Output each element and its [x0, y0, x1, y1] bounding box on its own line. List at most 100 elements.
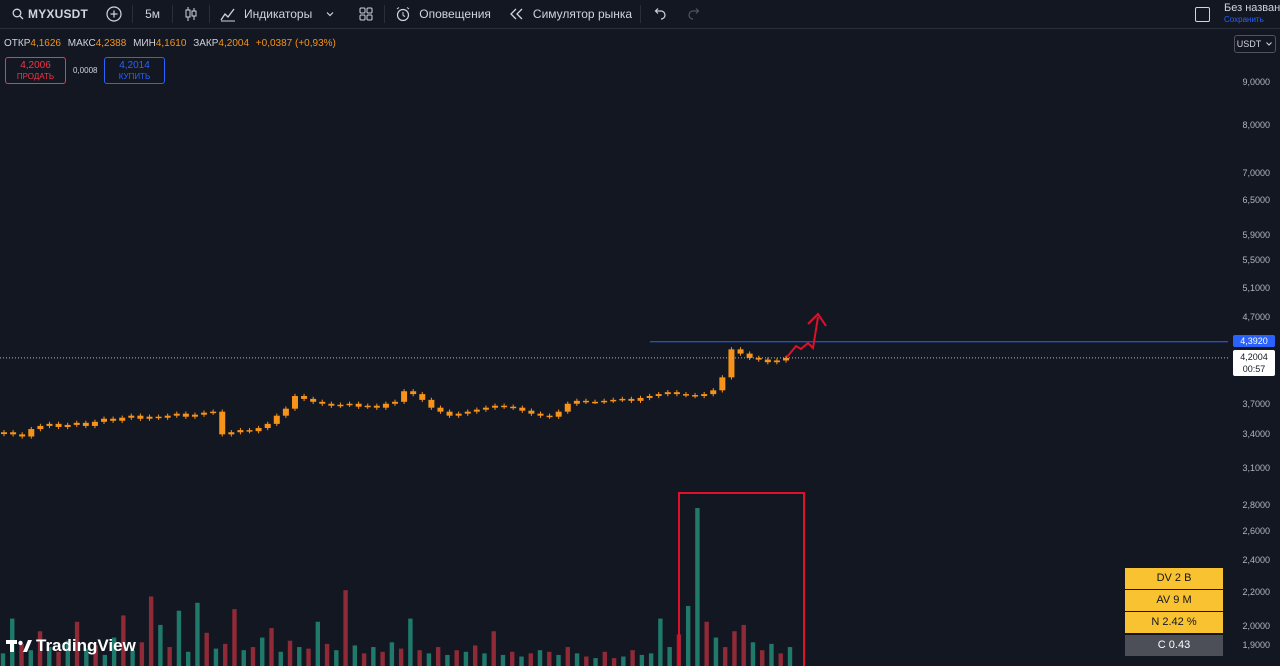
timeframe-button[interactable]: 5м — [133, 0, 172, 28]
volume-bar — [630, 650, 635, 666]
candle-body — [564, 403, 571, 412]
candle-body — [519, 407, 526, 411]
candle-body — [473, 409, 480, 412]
bar-countdown: 00:57 — [1242, 364, 1266, 374]
volume-bar — [398, 648, 404, 666]
price-axis-tick: 7,0000 — [1242, 167, 1270, 178]
volume-bar — [93, 645, 98, 666]
candle-body — [637, 397, 644, 401]
last-price-value: 4,2004 — [1240, 352, 1268, 362]
toolbar-divider — [172, 5, 174, 23]
candle-body — [264, 423, 271, 429]
candle-body — [428, 399, 435, 408]
redo-button[interactable] — [677, 0, 713, 28]
volume-bar — [454, 650, 459, 666]
volume-bar — [361, 653, 367, 666]
volume-bar — [343, 590, 348, 666]
candle-body — [37, 425, 44, 430]
price-axis-tick: 5,1000 — [1242, 282, 1270, 293]
candle-body — [773, 360, 780, 363]
replay-label: Симулятор рынка — [532, 7, 633, 21]
volume-bar — [315, 621, 320, 666]
currency-label: USDT — [1236, 39, 1262, 49]
candle-body — [155, 416, 162, 419]
low-value: 4,1610 — [155, 38, 187, 49]
candle-body — [728, 349, 735, 378]
candle-body — [291, 396, 298, 409]
price-axis-tick: 3,1000 — [1242, 462, 1270, 473]
volume-bar — [213, 648, 219, 666]
replay-button[interactable]: Симулятор рынка — [499, 0, 640, 28]
candle-body — [110, 418, 117, 421]
volume-bar — [463, 651, 469, 666]
candle-body — [301, 396, 308, 399]
candle-body — [246, 430, 253, 432]
candle-body — [319, 401, 326, 404]
price-axis-tick: 2,2000 — [1242, 586, 1270, 597]
indicators-button[interactable]: Индикаторы — [210, 0, 348, 28]
volume-bar — [787, 647, 793, 666]
sell-button[interactable]: 4,2006 ПРОДАТЬ — [5, 57, 66, 84]
symbol-name: MYXUSDT — [28, 7, 89, 21]
volume-bar — [584, 656, 589, 666]
volume-bar — [593, 658, 598, 666]
candle-body — [182, 413, 189, 417]
volume-bar — [695, 508, 700, 666]
candle-body — [573, 400, 580, 404]
compare-symbol-button[interactable] — [96, 0, 132, 28]
candle-body — [1, 432, 7, 435]
candle-body — [401, 391, 408, 402]
volume-bar — [574, 653, 580, 666]
candle-body — [355, 403, 362, 407]
volume-bar — [760, 650, 765, 666]
undo-button[interactable] — [641, 0, 677, 28]
chevron-down-icon — [320, 4, 340, 24]
volume-bar — [0, 653, 6, 666]
candle-body — [764, 359, 771, 363]
symbol-search-button[interactable]: MYXUSDT — [0, 0, 96, 28]
buy-button[interactable]: 4,2014 КУПИТЬ — [104, 57, 165, 84]
volume-bar — [769, 643, 774, 666]
alerts-button[interactable]: Оповещения — [385, 0, 499, 28]
volume-bar — [621, 656, 626, 666]
candle-body — [582, 400, 589, 403]
volume-bar — [158, 624, 163, 666]
candle-body — [682, 394, 689, 396]
chart-type-button[interactable] — [173, 0, 209, 28]
tradingview-logo[interactable]: TradingView — [6, 636, 136, 656]
volume-bar — [352, 645, 358, 666]
candle-body — [119, 417, 126, 421]
buy-label: КУПИТЬ — [118, 72, 151, 81]
price-chart[interactable] — [0, 30, 1228, 666]
candle-body — [19, 434, 26, 437]
timeframe-label: 5м — [145, 7, 161, 21]
fullscreen-icon[interactable] — [1195, 6, 1210, 22]
rewind-icon — [507, 4, 527, 24]
volume-bar — [556, 654, 561, 666]
sell-price: 4,2006 — [20, 60, 51, 71]
candle-body — [137, 415, 144, 419]
volume-bar — [732, 631, 737, 666]
volume-highlight-box — [678, 492, 805, 666]
layout-name-button[interactable]: Без назван Сохранить — [1224, 3, 1280, 25]
candle-body — [128, 415, 135, 418]
price-axis-tick: 5,9000 — [1242, 229, 1270, 240]
layouts-button[interactable] — [348, 0, 384, 28]
volume-bar — [389, 642, 395, 666]
volume-bar — [287, 640, 293, 666]
candle-body — [755, 357, 762, 360]
volume-bar — [445, 654, 450, 666]
chevron-down-icon — [1266, 42, 1273, 46]
candle-body — [464, 411, 471, 414]
candle-body — [82, 422, 89, 426]
currency-selector[interactable]: USDT — [1234, 35, 1276, 53]
volume-bar — [426, 653, 432, 666]
volume-bar — [260, 637, 265, 666]
candle-body — [746, 353, 753, 358]
price-axis-tick: 3,7000 — [1242, 398, 1270, 409]
candle-body — [701, 394, 708, 397]
volume-bar — [102, 654, 108, 666]
volume-bar — [130, 650, 135, 666]
volume-bar — [241, 650, 246, 666]
volume-bar — [121, 615, 126, 666]
